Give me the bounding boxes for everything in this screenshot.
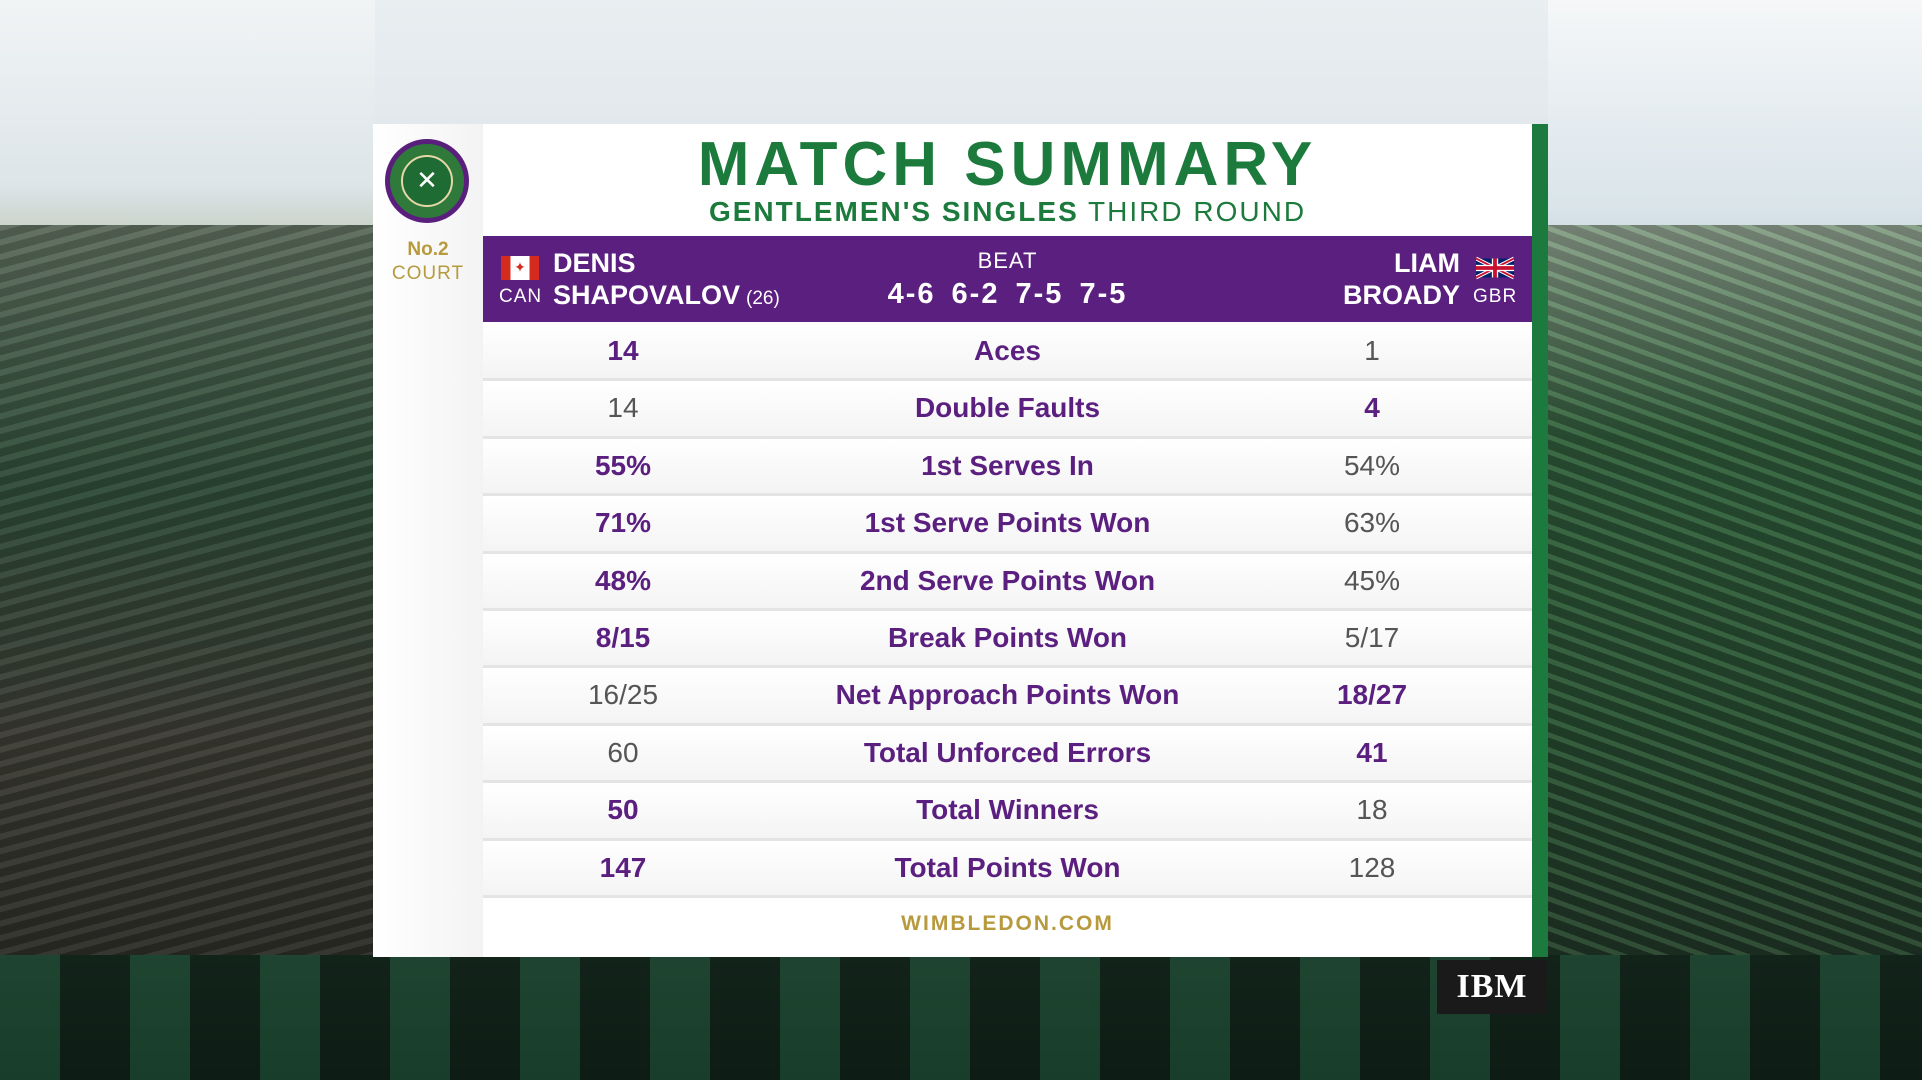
stat-player2-value: 54% xyxy=(1343,449,1401,481)
player1-surname: SHAPOVALOV xyxy=(553,280,741,310)
player2-last-name: BROADY xyxy=(1342,280,1460,310)
stat-row: 14 Aces 1 xyxy=(483,324,1532,382)
panel-accent-bar xyxy=(1532,124,1548,957)
stat-row: 48% 2nd Serve Points Won 45% xyxy=(483,553,1532,611)
stat-label: 1st Serve Points Won xyxy=(864,507,1151,539)
stat-player2-value: 4 xyxy=(1364,392,1380,424)
stat-player2-value: 41 xyxy=(1356,736,1388,768)
stat-label: Total Points Won xyxy=(894,851,1121,883)
stat-row: 50 Total Winners 18 xyxy=(483,783,1532,841)
background-stands-left xyxy=(0,225,375,1080)
court-word: COURT xyxy=(391,263,465,284)
player1-last-name: SHAPOVALOV (26) xyxy=(553,280,780,311)
sponsor-logo: IBM xyxy=(1437,960,1547,1014)
stat-player2-value: 18/27 xyxy=(1336,679,1408,711)
background-stands-bottom xyxy=(0,955,1922,1080)
stat-player1-value: 60 xyxy=(607,736,639,768)
website-footer: WIMBLEDON.COM xyxy=(901,912,1114,935)
stat-player1-value: 147 xyxy=(599,851,647,883)
match-score: 4-6 6-2 7-5 7-5 xyxy=(887,278,1128,310)
stat-label: Net Approach Points Won xyxy=(835,679,1180,711)
players-header: ✦ CAN DENIS SHAPOVALOV (26) BEAT 4-6 6-2 … xyxy=(483,236,1532,322)
background-stands-right xyxy=(1548,225,1922,1080)
player1-first-name: DENIS xyxy=(553,248,636,278)
crossed-rackets-icon: ✕ xyxy=(401,155,453,207)
wimbledon-logo-icon: ✕ xyxy=(385,139,469,223)
stat-player1-value: 50 xyxy=(607,794,639,826)
canada-flag-icon: ✦ xyxy=(501,256,539,280)
stat-player1-value: 8/15 xyxy=(595,621,651,653)
stat-player2-value: 63% xyxy=(1343,507,1401,539)
stat-label: Break Points Won xyxy=(887,621,1128,653)
stat-row: 8/15 Break Points Won 5/17 xyxy=(483,610,1532,669)
stat-player1-value: 16/25 xyxy=(587,679,659,711)
player1-country: CAN xyxy=(499,286,543,307)
stat-label: Double Faults xyxy=(914,392,1101,424)
background-sky-left xyxy=(0,0,375,230)
stat-player1-value: 71% xyxy=(594,507,652,539)
stat-player2-value: 45% xyxy=(1343,564,1401,596)
stat-player2-value: 1 xyxy=(1364,335,1380,366)
stat-player2-value: 5/17 xyxy=(1344,621,1400,653)
panel-side-column xyxy=(373,124,483,957)
result-word: BEAT xyxy=(977,248,1038,273)
player1-seed: (26) xyxy=(746,288,780,309)
uk-flag-icon xyxy=(1476,256,1514,280)
page-title: MATCH SUMMARY xyxy=(697,130,1318,199)
court-number: No.2 xyxy=(407,239,449,260)
stat-player2-value: 128 xyxy=(1348,851,1396,883)
stat-row: 60 Total Unforced Errors 41 xyxy=(483,725,1532,784)
stat-label: 2nd Serve Points Won xyxy=(859,564,1156,596)
stat-row: 16/25 Net Approach Points Won 18/27 xyxy=(483,668,1532,726)
stat-player1-value: 14 xyxy=(607,392,639,424)
event-subtitle: GENTLEMEN'S SINGLES THIRD ROUND xyxy=(483,196,1532,228)
stat-player1-value: 14 xyxy=(607,335,639,366)
stat-label: Aces xyxy=(974,335,1041,366)
stats-table: 14 Aces 1 14 Double Faults 4 55% 1st Serves In 5… xyxy=(483,324,1532,898)
court-label: No.2 COURT xyxy=(373,238,483,286)
stat-label: 1st Serves In xyxy=(921,449,1094,481)
stat-player2-value: 18 xyxy=(1356,794,1388,826)
stat-label: Total Unforced Errors xyxy=(863,736,1152,768)
stat-row: 147 Total Points Won 128 xyxy=(483,840,1532,898)
event-round: THIRD ROUND xyxy=(1088,196,1307,227)
event-name: GENTLEMEN'S SINGLES xyxy=(708,196,1079,227)
stat-label: Total Winners xyxy=(916,794,1099,826)
stat-player1-value: 55% xyxy=(594,449,652,481)
stat-row: 71% 1st Serve Points Won 63% xyxy=(483,496,1532,554)
stat-row: 55% 1st Serves In 54% xyxy=(483,438,1532,497)
player2-first-name: LIAM xyxy=(1394,248,1460,278)
stat-player1-value: 48% xyxy=(594,564,652,596)
player2-country: GBR xyxy=(1473,286,1518,307)
stat-row: 14 Double Faults 4 xyxy=(483,381,1532,439)
